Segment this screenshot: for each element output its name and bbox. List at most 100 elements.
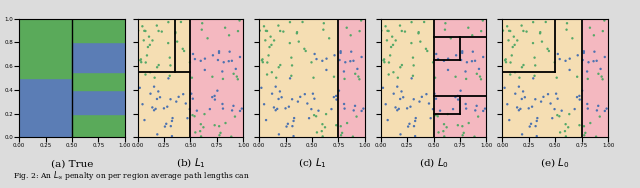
Point — [392, 109, 403, 112]
Point — [584, 61, 594, 64]
Point — [262, 73, 272, 76]
Point — [162, 105, 172, 108]
Point — [550, 61, 560, 64]
Point — [406, 21, 417, 24]
Point — [524, 107, 534, 110]
Point — [457, 51, 467, 54]
Point — [178, 47, 188, 50]
Point — [397, 64, 407, 67]
Point — [320, 126, 330, 129]
Point — [572, 75, 582, 78]
Point — [443, 68, 453, 71]
Point — [260, 29, 271, 32]
Point — [351, 115, 362, 118]
Point — [504, 119, 515, 122]
Point — [188, 52, 198, 55]
Point — [398, 96, 408, 99]
Point — [510, 71, 520, 74]
Point — [555, 58, 565, 61]
Point — [500, 58, 511, 61]
Point — [582, 107, 593, 110]
Point — [574, 94, 584, 97]
Point — [467, 60, 477, 63]
Point — [504, 29, 514, 32]
Point — [560, 130, 570, 133]
Point — [137, 25, 147, 28]
Point — [232, 75, 242, 78]
Point — [195, 130, 205, 133]
Bar — [72, 72, 125, 90]
Point — [255, 29, 265, 32]
Bar — [72, 114, 125, 137]
Point — [395, 24, 405, 27]
Point — [462, 61, 472, 64]
Point — [271, 109, 281, 112]
Point — [214, 134, 225, 137]
Point — [196, 135, 206, 138]
Point — [235, 109, 245, 112]
Point — [474, 67, 484, 70]
Point — [535, 31, 545, 34]
Point — [518, 30, 529, 33]
Point — [592, 109, 602, 112]
Point — [460, 70, 470, 73]
Point — [331, 94, 341, 97]
Point — [286, 56, 296, 59]
Point — [214, 51, 224, 54]
Point — [356, 109, 367, 112]
Point — [574, 124, 584, 127]
Point — [312, 131, 322, 134]
Point — [390, 106, 401, 109]
Point — [453, 98, 463, 101]
Point — [339, 77, 349, 80]
Point — [342, 26, 352, 29]
Point — [591, 135, 601, 138]
Point — [167, 119, 177, 122]
Point — [426, 117, 436, 120]
Point — [256, 86, 266, 89]
Point — [552, 114, 563, 117]
Point — [443, 57, 453, 60]
Point — [500, 59, 510, 62]
Point — [386, 45, 396, 49]
Point — [393, 76, 403, 79]
Point — [402, 107, 412, 110]
Point — [543, 93, 553, 96]
Point — [306, 108, 316, 111]
Point — [445, 37, 456, 40]
Point — [317, 135, 328, 138]
Point — [570, 108, 580, 111]
Point — [435, 109, 445, 112]
Point — [355, 78, 365, 81]
Point — [308, 92, 318, 95]
Point — [388, 71, 399, 74]
Point — [330, 54, 340, 57]
Point — [431, 97, 441, 100]
Point — [163, 21, 173, 24]
Point — [176, 20, 186, 24]
Point — [318, 28, 328, 31]
Point — [564, 68, 575, 71]
Point — [348, 59, 358, 62]
Point — [144, 35, 154, 38]
Point — [154, 30, 164, 33]
Point — [516, 97, 527, 100]
Point — [308, 76, 319, 79]
Point — [170, 32, 180, 35]
Point — [294, 40, 304, 43]
Point — [147, 39, 157, 42]
Point — [580, 131, 591, 134]
Point — [300, 47, 310, 50]
Point — [295, 95, 305, 98]
Point — [433, 131, 444, 134]
Point — [448, 108, 458, 111]
Point — [529, 56, 540, 59]
Point — [220, 26, 230, 29]
Point — [226, 135, 236, 138]
Point — [262, 61, 273, 64]
Point — [154, 64, 164, 67]
Point — [139, 29, 149, 32]
Point — [163, 77, 173, 80]
Point — [505, 30, 515, 33]
Point — [413, 32, 424, 35]
